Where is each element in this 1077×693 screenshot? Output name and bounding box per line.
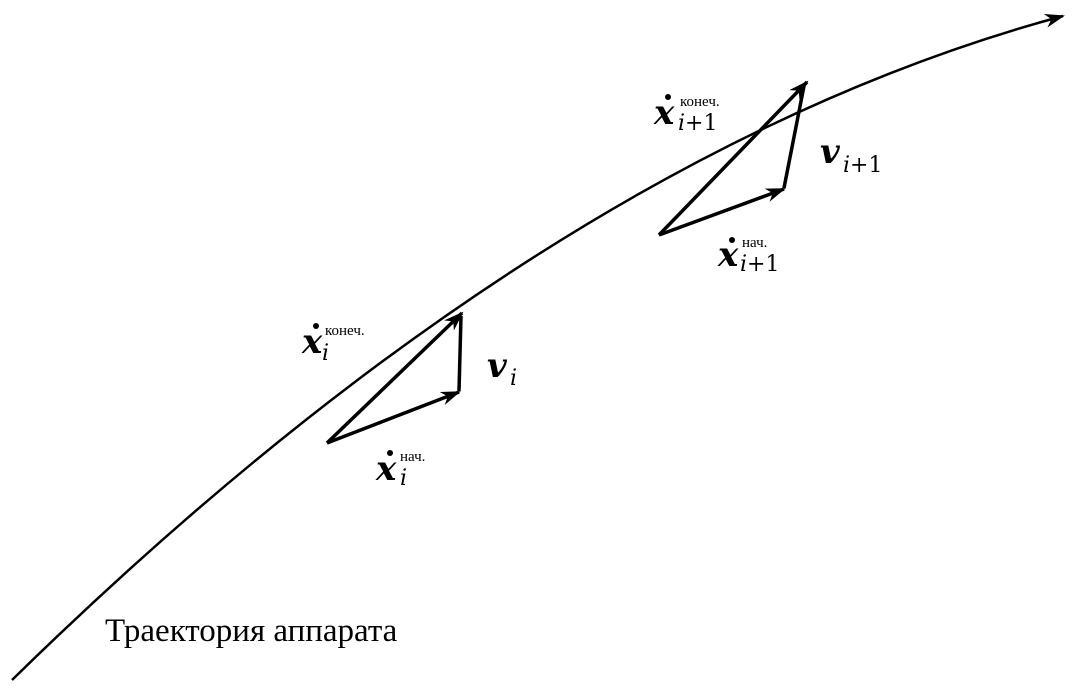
label-x-end-i: x конеч. i [301,322,365,366]
vector-x-end-i1 [657,80,809,237]
vector-x-end-i [325,311,464,445]
label-v-i1-sub: i+1 [843,153,882,178]
label-x-start-i1-sup: нач. [742,235,767,251]
label-x-end-i1: x конеч. i+1 [653,93,720,136]
label-x-end-i1-symbol: x [653,93,675,133]
trajectory-curve [11,13,1065,681]
label-x-start-i: x нач. i [375,449,425,491]
label-x-start-i-sup: нач. [400,449,425,465]
dot-accent [387,450,393,456]
vector-v-i1 [782,85,806,189]
label-x-end-i1-sup: конеч. [680,94,720,110]
dot-accent [313,323,319,329]
label-v-i-sub: i [510,366,517,391]
dot-accent [665,94,671,100]
label-x-end-i-symbol: x [301,322,323,362]
vector-v-i [457,315,463,392]
label-v-i-symbol: v [487,346,508,386]
label-x-start-i1: x нач. i+1 [717,235,779,277]
label-x-start-i1-symbol: x [717,235,739,275]
label-x-end-i1-sub: i+1 [678,111,717,136]
label-v-i: v i [487,346,517,391]
dot-accent [729,237,735,243]
label-v-i1-symbol: v [820,132,841,172]
label-x-start-i-sub: i [400,466,407,491]
trajectory-caption: Траектория аппарата [105,613,398,649]
vector-x-start-i1 [658,187,786,237]
label-x-end-i-sub: i [322,341,329,366]
label-x-start-i-symbol: x [375,449,397,489]
vector-x-start-i [326,390,461,445]
label-v-i1: v i+1 [820,132,882,178]
label-x-end-i-sup: конеч. [325,323,365,339]
label-x-start-i1-sub: i+1 [740,252,779,277]
